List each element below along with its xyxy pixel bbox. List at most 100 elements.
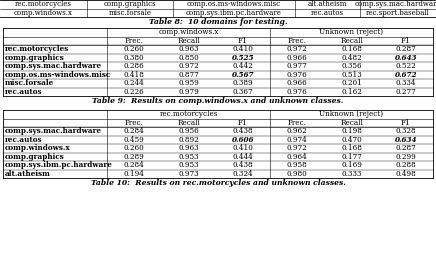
Text: 0.959: 0.959 bbox=[178, 79, 199, 87]
Text: 0.442: 0.442 bbox=[232, 62, 253, 70]
Text: 0.289: 0.289 bbox=[124, 153, 145, 161]
Text: 0.972: 0.972 bbox=[287, 45, 307, 53]
Text: comp.os.ms-windows.misc: comp.os.ms-windows.misc bbox=[5, 71, 111, 79]
Text: 0.367: 0.367 bbox=[232, 88, 253, 96]
Text: F1: F1 bbox=[401, 119, 411, 127]
Text: comp.sys.mac.hardware: comp.sys.mac.hardware bbox=[355, 0, 436, 8]
Text: 0.567: 0.567 bbox=[232, 71, 254, 79]
Text: 0.168: 0.168 bbox=[341, 144, 362, 152]
Text: Recall: Recall bbox=[177, 37, 200, 45]
Text: 0.966: 0.966 bbox=[287, 79, 307, 87]
Text: 0.328: 0.328 bbox=[395, 127, 416, 135]
Text: comp.sys.ibm.pc.hardware: comp.sys.ibm.pc.hardware bbox=[186, 9, 282, 17]
Text: 0.287: 0.287 bbox=[395, 45, 416, 53]
Text: 0.418: 0.418 bbox=[124, 71, 145, 79]
Text: 0.963: 0.963 bbox=[178, 144, 199, 152]
Text: 0.850: 0.850 bbox=[178, 54, 199, 62]
Text: 0.380: 0.380 bbox=[124, 54, 144, 62]
Text: 0.953: 0.953 bbox=[178, 153, 199, 161]
Text: 0.962: 0.962 bbox=[287, 127, 307, 135]
Text: comp.sys.mac.hardware: comp.sys.mac.hardware bbox=[5, 127, 102, 135]
Text: comp.graphics: comp.graphics bbox=[5, 153, 65, 161]
Text: 0.356: 0.356 bbox=[341, 62, 362, 70]
Text: 0.438: 0.438 bbox=[232, 127, 253, 135]
Text: 0.162: 0.162 bbox=[341, 88, 362, 96]
Text: Unknown (reject): Unknown (reject) bbox=[320, 110, 384, 118]
Text: 0.324: 0.324 bbox=[232, 170, 253, 178]
Text: Prec.: Prec. bbox=[125, 119, 143, 127]
Text: comp.windows.x: comp.windows.x bbox=[5, 144, 71, 152]
Text: 0.410: 0.410 bbox=[232, 45, 253, 53]
Text: 0.953: 0.953 bbox=[178, 161, 199, 169]
Text: 0.284: 0.284 bbox=[124, 127, 145, 135]
Text: 0.522: 0.522 bbox=[395, 62, 416, 70]
Text: 0.260: 0.260 bbox=[124, 45, 145, 53]
Text: 0.963: 0.963 bbox=[178, 45, 199, 53]
Text: 0.260: 0.260 bbox=[124, 144, 145, 152]
Text: Recall: Recall bbox=[340, 37, 363, 45]
Text: comp.sys.ibm.pc.hardware: comp.sys.ibm.pc.hardware bbox=[5, 161, 113, 169]
Text: 0.980: 0.980 bbox=[287, 170, 307, 178]
Text: Table 10:  Results on rec.motorcycles and unknown classes.: Table 10: Results on rec.motorcycles and… bbox=[91, 179, 345, 187]
Text: Recall: Recall bbox=[340, 119, 363, 127]
Text: Prec.: Prec. bbox=[125, 37, 143, 45]
Text: 0.634: 0.634 bbox=[395, 136, 417, 144]
Text: 0.956: 0.956 bbox=[178, 127, 199, 135]
Text: rec.autos: rec.autos bbox=[311, 9, 344, 17]
Text: 0.389: 0.389 bbox=[232, 79, 253, 87]
Text: 0.244: 0.244 bbox=[124, 79, 145, 87]
Text: 0.972: 0.972 bbox=[287, 144, 307, 152]
Text: Table 9:  Results on comp.windows.x and unknown classes.: Table 9: Results on comp.windows.x and u… bbox=[92, 97, 344, 105]
Text: 0.482: 0.482 bbox=[341, 54, 362, 62]
Text: 0.438: 0.438 bbox=[232, 161, 253, 169]
Text: F1: F1 bbox=[238, 37, 248, 45]
Text: 0.498: 0.498 bbox=[395, 170, 416, 178]
Text: 0.892: 0.892 bbox=[178, 136, 199, 144]
Text: 0.287: 0.287 bbox=[395, 144, 416, 152]
Text: comp.graphics: comp.graphics bbox=[5, 54, 65, 62]
Text: 0.513: 0.513 bbox=[341, 71, 362, 79]
Text: misc.forsale: misc.forsale bbox=[109, 9, 151, 17]
Text: comp.windows.x: comp.windows.x bbox=[158, 28, 219, 36]
Text: 0.226: 0.226 bbox=[124, 88, 145, 96]
Text: 0.201: 0.201 bbox=[341, 79, 362, 87]
Text: Prec.: Prec. bbox=[288, 37, 307, 45]
Text: rec.autos: rec.autos bbox=[5, 136, 42, 144]
Text: alt.atheism: alt.atheism bbox=[5, 170, 51, 178]
Text: rec.sport.baseball: rec.sport.baseball bbox=[366, 9, 430, 17]
Text: misc.forsale: misc.forsale bbox=[5, 79, 54, 87]
Text: Prec.: Prec. bbox=[288, 119, 307, 127]
Text: 0.169: 0.169 bbox=[341, 161, 362, 169]
Text: 0.976: 0.976 bbox=[287, 88, 307, 96]
Text: 0.977: 0.977 bbox=[287, 62, 307, 70]
Text: 0.333: 0.333 bbox=[341, 170, 362, 178]
Text: Table 8:  10 domains for testing.: Table 8: 10 domains for testing. bbox=[149, 18, 287, 26]
Text: 0.470: 0.470 bbox=[341, 136, 362, 144]
Text: 0.972: 0.972 bbox=[178, 62, 199, 70]
Text: 0.966: 0.966 bbox=[287, 54, 307, 62]
Text: 0.198: 0.198 bbox=[341, 127, 362, 135]
Text: comp.sys.mac.hardware: comp.sys.mac.hardware bbox=[5, 62, 102, 70]
Text: alt.atheism: alt.atheism bbox=[308, 0, 347, 8]
Text: rec.motorcycles: rec.motorcycles bbox=[15, 0, 72, 8]
Text: 0.284: 0.284 bbox=[124, 161, 145, 169]
Text: 0.973: 0.973 bbox=[178, 170, 199, 178]
Text: 0.277: 0.277 bbox=[395, 88, 416, 96]
Text: 0.643: 0.643 bbox=[395, 54, 417, 62]
Text: comp.os.ms-windows.misc: comp.os.ms-windows.misc bbox=[187, 0, 281, 8]
Text: 0.672: 0.672 bbox=[395, 71, 417, 79]
Text: 0.459: 0.459 bbox=[124, 136, 145, 144]
Text: Unknown (reject): Unknown (reject) bbox=[320, 28, 384, 36]
Text: F1: F1 bbox=[238, 119, 248, 127]
Text: 0.334: 0.334 bbox=[395, 79, 416, 87]
Text: comp.graphics: comp.graphics bbox=[104, 0, 157, 8]
Text: Recall: Recall bbox=[177, 119, 200, 127]
Text: 0.168: 0.168 bbox=[341, 45, 362, 53]
Text: 0.964: 0.964 bbox=[287, 153, 307, 161]
Text: rec.motorcycles: rec.motorcycles bbox=[5, 45, 69, 53]
Text: 0.958: 0.958 bbox=[287, 161, 307, 169]
Text: F1: F1 bbox=[401, 37, 411, 45]
Text: 0.606: 0.606 bbox=[232, 136, 254, 144]
Text: 0.194: 0.194 bbox=[124, 170, 145, 178]
Text: 0.976: 0.976 bbox=[287, 71, 307, 79]
